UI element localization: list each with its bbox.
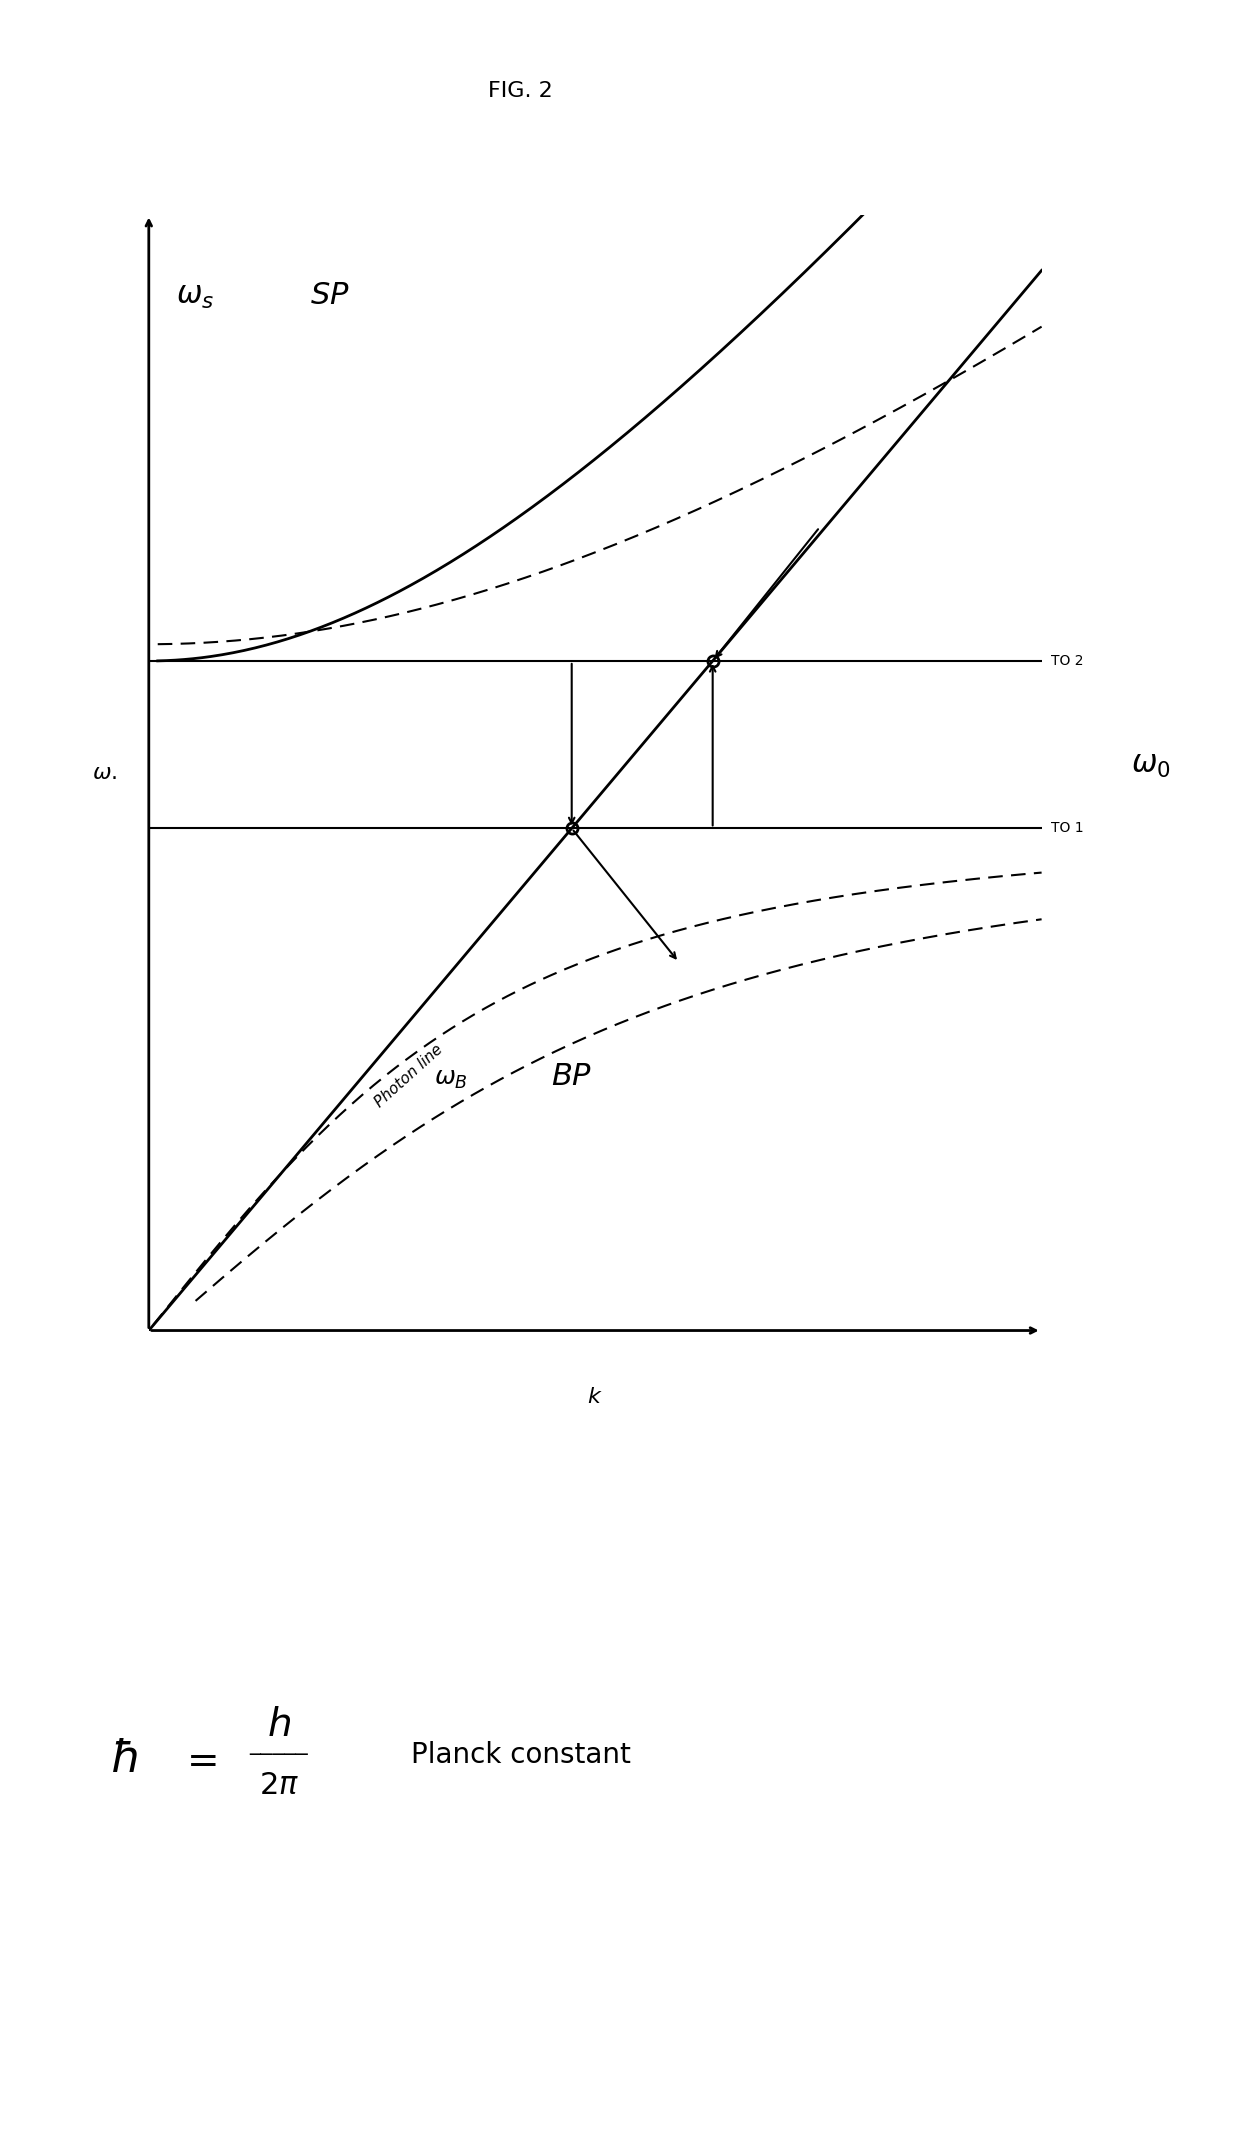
Text: $\omega$.: $\omega$.: [92, 762, 117, 783]
Text: $\omega_0$: $\omega_0$: [1131, 751, 1171, 779]
Text: FIG. 2: FIG. 2: [489, 82, 553, 101]
Text: $\hbar$: $\hbar$: [110, 1738, 138, 1781]
Text: $=$: $=$: [180, 1740, 217, 1779]
Text: $\omega_B$: $\omega_B$: [434, 1067, 469, 1090]
Text: $2\pi$: $2\pi$: [259, 1770, 299, 1800]
Text: $BP$: $BP$: [551, 1062, 591, 1090]
Text: Photon line: Photon line: [372, 1043, 445, 1109]
Text: $SP$: $SP$: [310, 281, 350, 309]
Text: Planck constant: Planck constant: [410, 1740, 631, 1770]
Text: TO 1: TO 1: [1050, 822, 1084, 835]
Text: $\omega_s$: $\omega_s$: [176, 281, 213, 311]
Text: $h$: $h$: [267, 1706, 291, 1745]
Text: ─────: ─────: [249, 1747, 309, 1764]
Text: TO 2: TO 2: [1050, 655, 1083, 667]
Text: $k$: $k$: [588, 1388, 603, 1408]
